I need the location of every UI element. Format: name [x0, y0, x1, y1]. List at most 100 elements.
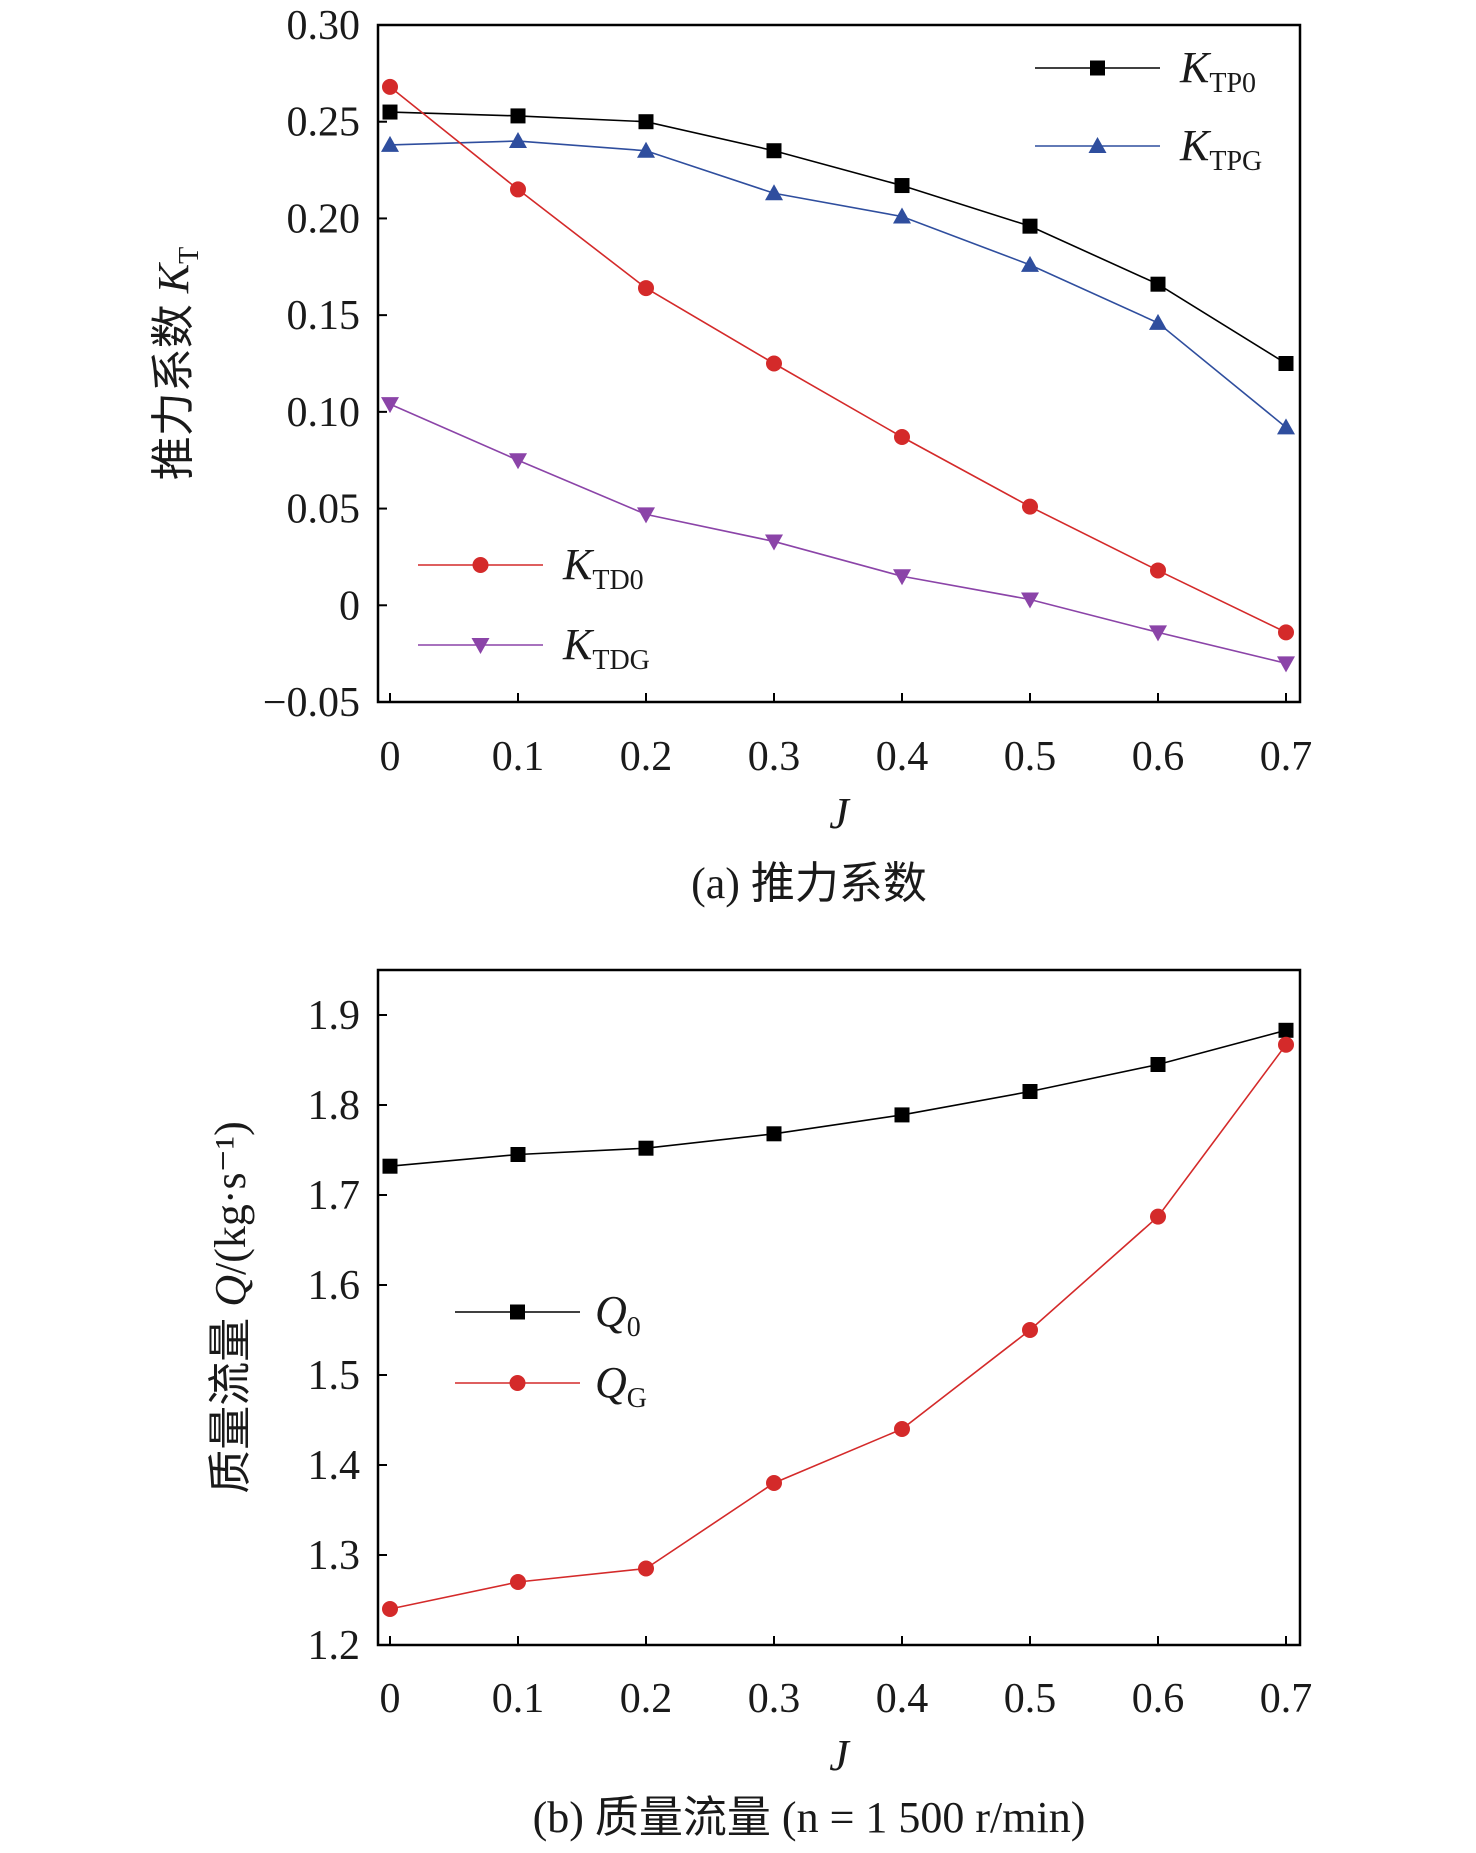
y-tick-label: 1.4 [308, 1443, 361, 1489]
data-point [894, 1421, 910, 1437]
y-tick-label: 1.8 [308, 1083, 361, 1129]
figure-caption: (b) 质量流量 (n = 1 500 r/min) [533, 1793, 1086, 1842]
x-tick-label: 0.1 [492, 1676, 545, 1722]
legend-entry: KTP0 [1035, 43, 1256, 99]
y-tick-label: 0.20 [287, 196, 361, 242]
legend-marker [510, 1304, 525, 1320]
series-Q0 [382, 1022, 1294, 1174]
data-point [638, 114, 654, 130]
legend-label: QG [595, 1358, 647, 1414]
data-point [894, 429, 910, 446]
legend-label: KTDG [562, 620, 650, 676]
x-tick-label: 0.2 [620, 1676, 673, 1722]
data-point [381, 397, 399, 414]
data-point [637, 141, 655, 158]
data-point [1150, 276, 1166, 292]
y-tick-label: −0.05 [263, 680, 360, 726]
data-point [509, 453, 527, 470]
legend-entry: KTDG [418, 620, 650, 676]
data-point [1277, 418, 1295, 435]
data-point [381, 135, 399, 152]
legend-entry: KTPG [1035, 121, 1262, 177]
legend-label: Q0 [595, 1287, 641, 1343]
series-line [389, 403, 1287, 665]
series-line [389, 1044, 1287, 1610]
data-point [1150, 562, 1166, 579]
data-point [1022, 218, 1038, 234]
data-point [1021, 592, 1039, 609]
y-tick-label: 1.5 [308, 1353, 361, 1399]
legend-entry: Q0 [455, 1287, 641, 1343]
data-point [765, 184, 783, 201]
y-tick-label: 1.6 [308, 1263, 361, 1309]
legend-marker [472, 557, 489, 573]
legend-entry: QG [455, 1358, 647, 1414]
data-point [638, 280, 654, 297]
x-tick-label: 0.4 [876, 734, 929, 780]
data-point [382, 1601, 398, 1617]
data-point [766, 143, 782, 159]
legend-marker [471, 638, 490, 654]
x-tick-label: 0.2 [620, 734, 673, 780]
y-tick-label: 0.15 [287, 293, 361, 339]
series-KTDG [381, 397, 1295, 673]
series-QG [382, 1036, 1294, 1617]
x-axis-label: J [829, 1731, 851, 1780]
y-tick-label: 0 [339, 583, 360, 629]
legend-marker [1090, 60, 1105, 76]
chart-thrust-coefficient: −0.05 0 0.05 0.10 0.15 0.20 0.25 0.30 0 0.1 0.2 0.3… [149, 3, 1312, 908]
plot-frame [376, 23, 1302, 704]
series-KTD0 [382, 78, 1294, 641]
data-point [510, 1574, 526, 1590]
data-point [894, 178, 910, 194]
x-tick-label: 0.7 [1260, 1676, 1313, 1722]
data-point [382, 104, 398, 120]
y-tick-label: 0.05 [287, 487, 361, 533]
data-point [766, 1126, 782, 1142]
data-point [1277, 656, 1295, 673]
legend-label: KTPG [1179, 121, 1262, 177]
x-tick-label: 0.5 [1004, 1676, 1057, 1722]
data-point [1022, 498, 1038, 515]
data-point [893, 207, 911, 224]
y-tick-label: 1.3 [308, 1533, 361, 1579]
series-line [389, 140, 1287, 428]
x-tick-label: 0.3 [748, 734, 801, 780]
x-tick-label: 0.6 [1132, 1676, 1185, 1722]
data-point [1149, 313, 1167, 330]
y-axis-label: 推力系数 KT [149, 247, 205, 480]
x-tick-label: 0.1 [492, 734, 545, 780]
x-tick-label: 0.7 [1260, 734, 1313, 780]
data-point [894, 1107, 910, 1123]
data-point [1150, 1208, 1166, 1225]
series-line [389, 1029, 1287, 1167]
y-tick-label: 1.7 [308, 1173, 361, 1219]
data-point [1022, 1322, 1038, 1338]
y-tick-label: 0.10 [287, 390, 361, 436]
x-tick-label: 0 [380, 734, 401, 780]
y-tick-label: 1.9 [308, 993, 361, 1039]
data-point [766, 1475, 782, 1491]
series-KTP0 [382, 104, 1294, 371]
x-tick-label: 0.6 [1132, 734, 1185, 780]
data-point [382, 78, 398, 95]
legend-marker [1088, 137, 1107, 153]
x-tick-label: 0.3 [748, 1676, 801, 1722]
y-tick-label: 0.30 [287, 3, 361, 49]
series-line [389, 111, 1287, 365]
series-line [389, 86, 1287, 634]
data-point [1022, 1084, 1038, 1099]
y-tick-label: 0.25 [287, 100, 361, 146]
chart-mass-flow: 1.2 1.3 1.4 1.5 1.6 1.7 1.8 1.9 0 0.1 0.2 0.3 0.4 0.5… [206, 968, 1313, 1842]
data-point [382, 1158, 398, 1174]
data-point [1278, 1036, 1294, 1053]
figure-caption: (a) 推力系数 [691, 859, 927, 908]
data-point [510, 181, 526, 198]
x-tick-label: 0.5 [1004, 734, 1057, 780]
y-tick-label: 1.2 [308, 1623, 361, 1669]
legend-label: KTP0 [1179, 43, 1256, 99]
data-point [637, 507, 655, 524]
x-axis-label: J [829, 789, 851, 838]
